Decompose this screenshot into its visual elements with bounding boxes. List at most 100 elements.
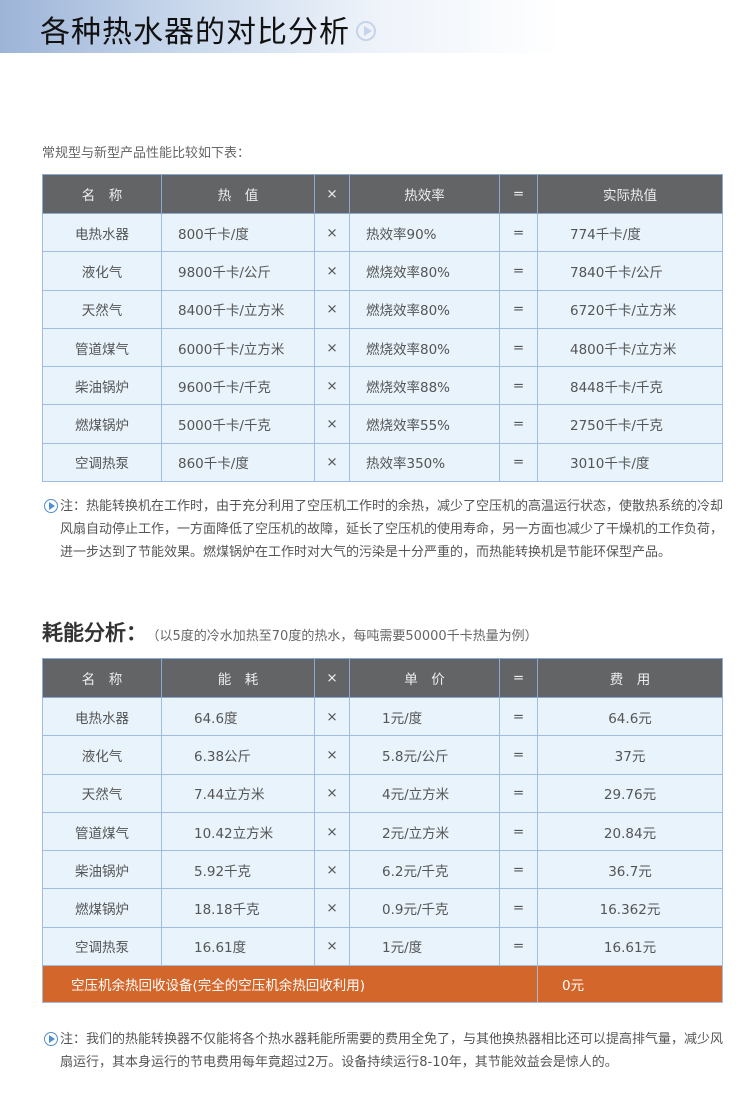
cell-result: 36.7元	[537, 850, 723, 890]
note-2-text: 注：我们的热能转换器不仅能将各个热水器耗能所需要的费用全免了，与其他换热器相比还…	[60, 1032, 724, 1070]
cell-result: 64.6元	[537, 696, 723, 737]
cell-rate: 0.9元/千克	[349, 888, 500, 928]
table1-caption: 常规型与新型产品性能比较如下表：	[42, 146, 251, 161]
page-title: 各种热水器的对比分析	[40, 7, 376, 51]
cell-result: 16.61元	[537, 926, 723, 967]
table-row: 管道煤气 10.42立方米 × 2元/立方米 = 20.84元	[42, 811, 723, 852]
cell-value: 9800千卡/公斤	[161, 251, 315, 291]
cell-name: 液化气	[42, 251, 162, 291]
cell-times: ×	[314, 811, 350, 852]
section-2-heading: 耗能分析： （以5度的冷水加热至70度的热水，每吨需要50000千卡热量为例）	[42, 617, 538, 647]
cell-name: 柴油锅炉	[42, 366, 162, 406]
heat-value-table: 名 称热 值 × 热效率 = 实际热值 电热水器 800千卡/度 × 热效率90% = 774千卡…	[42, 174, 723, 483]
cell-times: ×	[314, 327, 350, 368]
cell-name: 空调热泵	[42, 442, 162, 483]
cell-result: 37元	[537, 735, 723, 775]
cell-rate: 燃烧效率80%	[349, 327, 500, 368]
header-times: ×	[314, 174, 350, 214]
header-value: 能 耗	[161, 658, 315, 698]
cell-equals: =	[499, 926, 538, 967]
cell-rate: 热效率350%	[349, 442, 500, 483]
cell-times: ×	[314, 212, 350, 253]
highlight-row: 空压机余热回收设备(完全的空压机余热回收利用) 0元	[42, 965, 723, 1004]
cell-times: ×	[314, 289, 350, 329]
cell-rate: 燃烧效率80%	[349, 289, 500, 329]
table-row: 空调热泵 16.61度 × 1元/度 = 16.61元	[42, 926, 723, 967]
cell-times: ×	[314, 926, 350, 967]
cell-equals: =	[499, 366, 538, 406]
cell-rate: 燃烧效率80%	[349, 251, 500, 291]
cell-equals: =	[499, 442, 538, 483]
cell-rate: 1元/度	[349, 926, 500, 967]
cell-name: 天然气	[42, 289, 162, 329]
cell-result: 4800千卡/立方米	[537, 327, 723, 368]
play-circle-icon	[44, 499, 58, 513]
cell-equals: =	[499, 773, 538, 813]
table-header-row: 名 称能 耗 × 单 价 = 费 用	[42, 658, 723, 698]
cell-times: ×	[314, 888, 350, 928]
table-row: 液化气 6.38公斤 × 5.8元/公斤 = 37元	[42, 735, 723, 775]
cell-equals: =	[499, 888, 538, 928]
header-rate: 热效率	[349, 174, 500, 214]
cell-name: 管道煤气	[42, 327, 162, 368]
cell-value: 16.61度	[161, 926, 315, 967]
cell-times: ×	[314, 366, 350, 406]
cell-rate: 4元/立方米	[349, 773, 500, 813]
table-row: 柴油锅炉 5.92千克 × 6.2元/千克 = 36.7元	[42, 850, 723, 890]
cell-value: 6000千卡/立方米	[161, 327, 315, 368]
cell-name: 燃煤锅炉	[42, 888, 162, 928]
cell-times: ×	[314, 773, 350, 813]
cell-value: 860千卡/度	[161, 442, 315, 483]
cell-equals: =	[499, 327, 538, 368]
table-row: 天然气 8400千卡/立方米 × 燃烧效率80% = 6720千卡/立方米	[42, 289, 723, 329]
header-value: 热 值	[161, 174, 315, 214]
cell-rate: 1元/度	[349, 696, 500, 737]
table-row: 燃煤锅炉 5000千卡/千克 × 燃烧效率55% = 2750千卡/千克	[42, 404, 723, 444]
cell-equals: =	[499, 811, 538, 852]
cell-times: ×	[314, 404, 350, 444]
cell-value: 18.18千克	[161, 888, 315, 928]
header-result: 实际热值	[537, 174, 723, 214]
cell-name: 燃煤锅炉	[42, 404, 162, 444]
cell-times: ×	[314, 251, 350, 291]
cell-equals: =	[499, 404, 538, 444]
cell-equals: =	[499, 212, 538, 253]
cell-times: ×	[314, 696, 350, 737]
cell-result: 3010千卡/度	[537, 442, 723, 483]
cell-name: 空调热泵	[42, 926, 162, 967]
note-2: 注：我们的热能转换器不仅能将各个热水器耗能所需要的费用全免了，与其他换热器相比还…	[44, 1028, 730, 1074]
header-equals: =	[499, 174, 538, 214]
cell-result: 29.76元	[537, 773, 723, 813]
cell-result: 6720千卡/立方米	[537, 289, 723, 329]
cell-rate: 5.8元/公斤	[349, 735, 500, 775]
cell-result: 2750千卡/千克	[537, 404, 723, 444]
table-row: 燃煤锅炉 18.18千克 × 0.9元/千克 = 16.362元	[42, 888, 723, 928]
cell-name: 管道煤气	[42, 811, 162, 852]
header-result: 费 用	[537, 658, 723, 698]
table-row: 空调热泵 860千卡/度 × 热效率350% = 3010千卡/度	[42, 442, 723, 483]
cell-equals: =	[499, 735, 538, 775]
cell-value: 7.44立方米	[161, 773, 315, 813]
title-banner: 各种热水器的对比分析	[0, 0, 750, 53]
cell-result: 7840千卡/公斤	[537, 251, 723, 291]
table-row: 管道煤气 6000千卡/立方米 × 燃烧效率80% = 4800千卡/立方米	[42, 327, 723, 368]
cell-times: ×	[314, 442, 350, 483]
play-circle-icon	[44, 1032, 58, 1046]
play-circle-icon	[356, 20, 376, 41]
cell-rate: 燃烧效率88%	[349, 366, 500, 406]
table-row: 柴油锅炉 9600千卡/千克 × 燃烧效率88% = 8448千卡/千克	[42, 366, 723, 406]
cell-rate: 2元/立方米	[349, 811, 500, 852]
cell-name: 液化气	[42, 735, 162, 775]
highlight-label: 空压机余热回收设备(完全的空压机余热回收利用)	[42, 965, 538, 1004]
cell-value: 8400千卡/立方米	[161, 289, 315, 329]
table-header-row: 名 称热 值 × 热效率 = 实际热值	[42, 174, 723, 214]
cell-result: 16.362元	[537, 888, 723, 928]
section-2-title: 耗能分析：	[42, 621, 147, 645]
header-equals: =	[499, 658, 538, 698]
table-row: 电热水器 800千卡/度 × 热效率90% = 774千卡/度	[42, 212, 723, 253]
cell-equals: =	[499, 251, 538, 291]
cell-rate: 热效率90%	[349, 212, 500, 253]
note-1-text: 注：热能转换机在工作时，由于充分利用了空压机工作时的余热，减少了空压机的高温运行…	[60, 499, 724, 560]
cell-value: 10.42立方米	[161, 811, 315, 852]
cell-times: ×	[314, 850, 350, 890]
